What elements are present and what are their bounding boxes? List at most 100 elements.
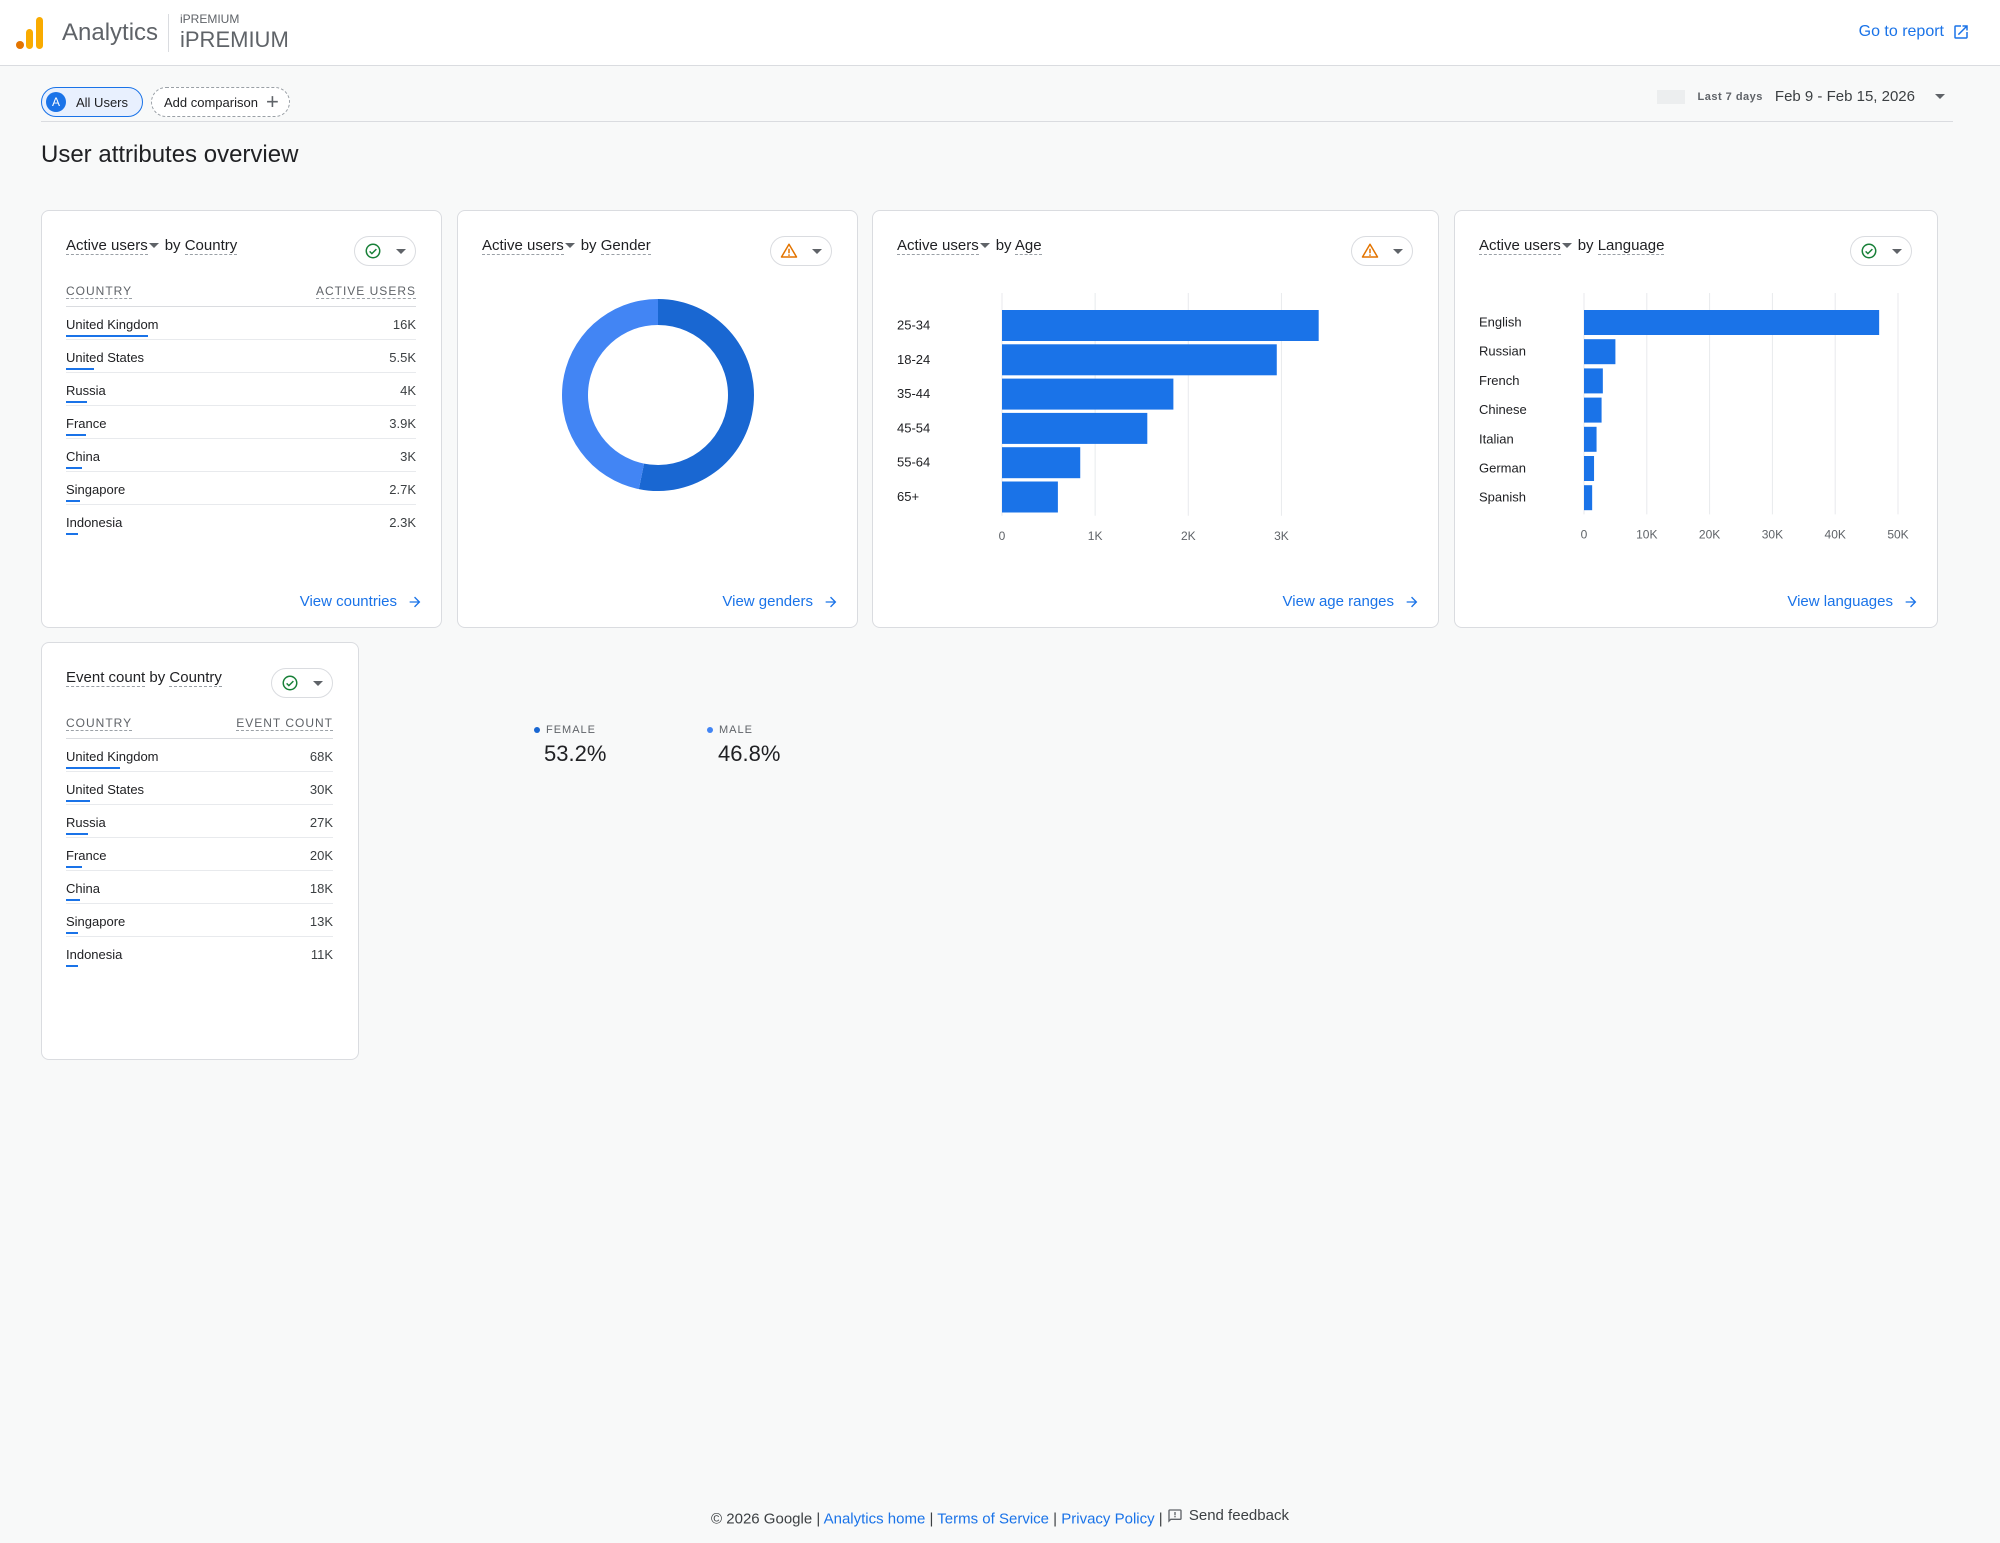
row-country-name: France [66,848,107,863]
column-header-country[interactable]: COUNTRY [66,284,133,299]
metric-selector[interactable]: Active users [482,237,564,255]
arrow-right-icon [409,596,421,607]
bar-french[interactable] [1584,368,1603,394]
view-languages-label: View languages [1787,593,1893,610]
x-tick-label: 20K [1699,527,1720,541]
row-country-name: United States [66,350,145,365]
donut-slice-male[interactable] [562,299,658,490]
card-title: Active users by Country [66,237,238,255]
bar-russian[interactable] [1584,339,1616,365]
plus-icon: + [265,89,279,114]
row-value: 27K [309,815,333,830]
x-tick-label: 0 [1581,527,1588,541]
segment-letter-badge: A [46,92,66,112]
table-row[interactable]: United Kingdom 16K [66,307,416,340]
table-row[interactable]: Russia 4K [66,373,416,406]
table-row[interactable]: United States 5.5K [66,340,416,373]
terms-link[interactable]: Terms of Service [937,1510,1049,1528]
x-tick-label: 40K [1825,527,1846,541]
column-header-active-users[interactable]: ACTIVE USERS [315,284,416,299]
caret-down-icon[interactable] [979,243,990,248]
privacy-link[interactable]: Privacy Policy [1061,1510,1155,1528]
insight-status-button[interactable] [1850,236,1912,266]
insight-status-button[interactable] [1351,236,1413,266]
table-row[interactable]: United Kingdom 68K [66,739,333,772]
chevron-down-icon [396,248,406,254]
row-proportion-bar [66,533,78,535]
table-row[interactable]: Russia 27K [66,805,333,838]
legend-female: FEMALE [534,724,596,736]
x-tick-label: 3K [1274,529,1289,543]
caret-down-icon[interactable] [564,243,575,248]
property-name[interactable]: iPREMIUM [180,27,289,52]
table-row[interactable]: France 3.9K [66,406,416,439]
dimension-selector[interactable]: Gender [600,237,651,255]
add-comparison-button[interactable]: Add comparison + [151,87,290,117]
table-row[interactable]: Singapore 2.7K [66,472,416,505]
table-row[interactable]: Indonesia 11K [66,937,333,969]
bar-65+[interactable] [1002,481,1058,513]
table-row[interactable]: Indonesia 2.3K [66,505,416,537]
insight-status-button[interactable] [271,668,333,698]
metric-selector[interactable]: Active users [897,237,979,255]
table-row[interactable]: China 3K [66,439,416,472]
legend-male: MALE [707,724,753,736]
metric-selector[interactable]: Event count [66,669,146,687]
bar-35-44[interactable] [1002,378,1174,410]
row-country-name: United Kingdom [66,317,159,332]
column-header-event-count[interactable]: EVENT COUNT [236,716,333,731]
card-title: Active users by Language [1479,237,1665,255]
segment-chip-all-users[interactable]: A All Users [41,87,144,117]
bar-italian[interactable] [1584,426,1597,452]
dimension-selector[interactable]: Age [1014,237,1042,255]
metric-selector[interactable]: Active users [66,237,148,255]
table-row[interactable]: China 18K [66,871,333,904]
bar-25-34[interactable] [1002,310,1319,341]
row-proportion-bar [66,965,78,967]
x-tick-label: 30K [1762,527,1783,541]
bar-55-64[interactable] [1002,447,1081,479]
metric-selector[interactable]: Active users [1479,237,1561,255]
row-country-name: United States [66,782,145,797]
view-age-ranges-link[interactable]: View age ranges [1283,593,1420,610]
table-row[interactable]: Singapore 13K [66,904,333,937]
bar-18-24[interactable] [1002,344,1277,376]
y-category-label: 35-44 [897,386,930,401]
row-proportion-bar [66,899,81,901]
dimension-selector[interactable]: Country [184,237,238,255]
segment-label: All Users [76,94,129,110]
send-feedback-button[interactable]: Send feedback [1167,1507,1289,1524]
page-title: User attributes overview [41,141,299,168]
date-range-picker[interactable]: Last 7 days Feb 9 - Feb 15, 2026 [1657,88,1945,105]
column-header-country[interactable]: COUNTRY [66,716,133,731]
analytics-logo-icon[interactable] [16,17,44,49]
donut-slice-female[interactable] [638,299,754,491]
bar-german[interactable] [1584,456,1595,481]
insight-status-button[interactable] [770,236,832,266]
bar-chinese[interactable] [1584,397,1602,423]
chevron-down-icon [1393,248,1403,254]
row-proportion-bar [66,401,87,403]
go-to-report-link[interactable]: Go to report [1859,23,1970,41]
view-genders-link[interactable]: View genders [722,593,839,610]
x-tick-label: 2K [1181,529,1196,543]
bar-spanish[interactable] [1584,485,1593,511]
caret-down-icon[interactable] [1561,243,1572,248]
y-category-label: 65+ [897,489,919,504]
table-row[interactable]: France 20K [66,838,333,871]
date-placeholder [1657,89,1686,104]
dimension-selector[interactable]: Language [1597,237,1665,255]
view-languages-link[interactable]: View languages [1787,593,1919,610]
add-comparison-label: Add comparison [164,94,258,110]
header-divider [168,14,169,52]
bar-45-54[interactable] [1002,412,1148,444]
insight-status-button[interactable] [354,236,416,266]
caret-down-icon[interactable] [148,243,159,248]
legend-label-female: FEMALE [546,724,597,736]
table-row[interactable]: United States 30K [66,772,333,805]
dimension-selector[interactable]: Country [169,669,222,687]
account-name[interactable]: iPREMIUM [180,12,240,26]
analytics-home-link[interactable]: Analytics home [823,1510,926,1528]
view-countries-link[interactable]: View countries [300,593,423,610]
bar-english[interactable] [1584,310,1880,335]
